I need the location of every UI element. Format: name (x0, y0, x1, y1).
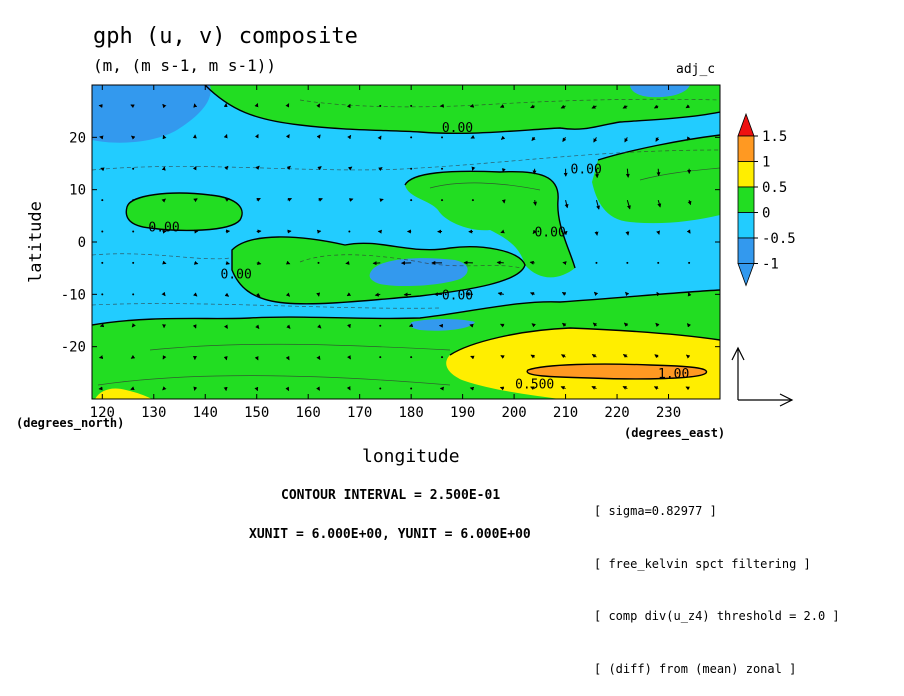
wind-vector (101, 262, 103, 264)
wind-vector (472, 199, 474, 201)
contour-label: 0.00 (148, 220, 179, 235)
wind-vector (441, 168, 443, 170)
wind-vector (530, 262, 534, 263)
wind-vector (626, 262, 628, 264)
contour-label: 1.00 (658, 367, 689, 382)
wind-vector (441, 199, 443, 201)
y-tick-label: -20 (61, 340, 86, 356)
wind-vector (441, 356, 443, 358)
x-tick-label: 190 (450, 405, 475, 421)
colorbar-label: 1.5 (762, 129, 787, 145)
colorbar-segment (738, 187, 754, 213)
green-region-west (126, 193, 242, 230)
wind-vector (101, 199, 103, 201)
y-tick-label: 0 (78, 235, 86, 251)
x-tick-label: 220 (604, 405, 629, 421)
colorbar-label: -0.5 (762, 231, 796, 247)
wind-vector (657, 262, 659, 264)
colorbar-segment (738, 213, 754, 239)
wind-vector (349, 389, 350, 390)
contour-label: 0.00 (442, 121, 473, 136)
wind-vector (410, 356, 412, 358)
colorbar-segment (738, 162, 754, 188)
colorbar: 1.5 1 0.5 0 -0.5 -1 (738, 114, 796, 286)
x-tick-label: 140 (193, 405, 218, 421)
x-tick-label: 120 (90, 405, 115, 421)
colorbar-label: 1 (762, 155, 770, 171)
wind-vector (226, 357, 227, 360)
wind-vector (410, 199, 412, 201)
wind-vector (101, 293, 103, 295)
wind-vector (349, 104, 350, 106)
wind-vector (410, 136, 412, 138)
x-tick-label: 130 (141, 405, 166, 421)
wind-vector (346, 263, 349, 264)
y-tick-label: 20 (69, 130, 86, 146)
wind-vector (379, 325, 381, 327)
y-tick-label: -10 (61, 287, 86, 303)
wind-vector (380, 136, 381, 137)
wind-vector (349, 326, 350, 328)
colorbar-label: 0.5 (762, 180, 787, 196)
contour-label: 0.00 (571, 163, 602, 178)
reference-vector (732, 348, 792, 406)
x-tick-label: 160 (296, 405, 321, 421)
wind-vector (317, 262, 319, 264)
wind-vector (132, 262, 134, 264)
contour-label: 0.00 (220, 267, 251, 282)
wind-vector (410, 326, 412, 327)
colorbar-label: -1 (762, 257, 779, 273)
x-tick-label: 180 (398, 405, 423, 421)
wind-vector (379, 105, 381, 107)
wind-vector (132, 231, 134, 233)
wind-vector (164, 263, 166, 264)
wind-vector (410, 105, 412, 107)
wind-vector (689, 293, 690, 295)
x-tick-label: 230 (656, 405, 681, 421)
x-tick-label: 200 (501, 405, 526, 421)
wind-vector (101, 231, 103, 233)
wind-vector (348, 231, 350, 233)
contour-label: 0.500 (515, 377, 554, 392)
filled-contours (92, 85, 720, 399)
contour-label: 0.00 (442, 288, 473, 303)
colorbar-bottom-triangle (738, 264, 754, 286)
wind-vector (100, 326, 102, 327)
wind-vector (379, 388, 381, 390)
contour-label: 0.00 (534, 226, 565, 241)
wind-vector (497, 262, 503, 263)
wind-vector (379, 356, 381, 358)
wind-vector (441, 136, 443, 138)
wind-vector (163, 135, 164, 137)
colorbar-segment (738, 136, 754, 162)
wind-vector (132, 199, 134, 201)
wind-vector (470, 388, 473, 389)
wind-vector (410, 388, 412, 390)
x-tick-label: 150 (244, 405, 269, 421)
x-tick-label: 170 (347, 405, 372, 421)
x-tick-label: 210 (553, 405, 578, 421)
wind-vector (100, 357, 103, 358)
wind-vector (596, 232, 597, 236)
colorbar-label: 0 (762, 206, 770, 222)
wind-vector (410, 168, 412, 170)
colorbar-top-triangle (738, 114, 754, 136)
y-tick-label: 10 (69, 183, 86, 199)
note-difference: [ (diff) from (mean) zonal ] (594, 661, 840, 679)
wind-vector (688, 262, 690, 264)
wind-vector (101, 168, 102, 169)
colorbar-segment (738, 238, 754, 264)
wind-vector (132, 293, 134, 295)
wind-vector (100, 137, 102, 138)
wind-vector (132, 168, 134, 170)
wind-vector (595, 262, 597, 264)
